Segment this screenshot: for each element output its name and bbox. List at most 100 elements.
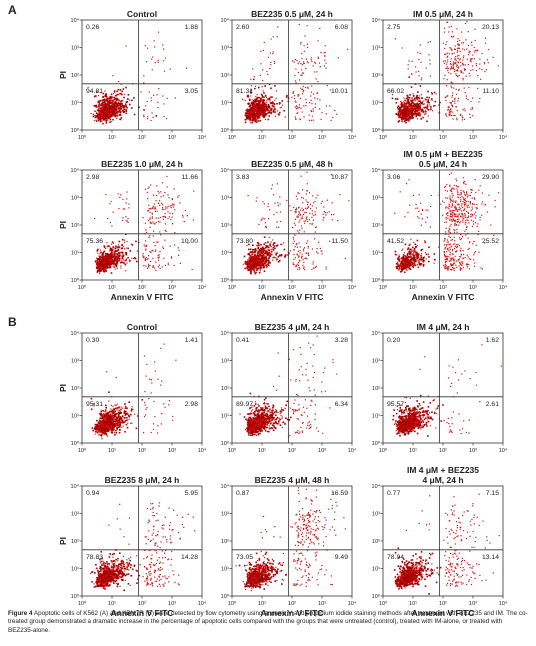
event-dot (484, 37, 486, 39)
event-dot (487, 49, 490, 51)
event-dot (168, 197, 170, 199)
event-dot (152, 235, 154, 237)
event-dot (144, 188, 147, 190)
event-dot (321, 253, 323, 255)
event-dot (485, 69, 487, 71)
event-dot (111, 109, 114, 112)
event-dot (450, 63, 452, 65)
event-dot (121, 260, 123, 262)
event-dot (103, 270, 105, 272)
event-dot (161, 202, 163, 204)
event-dot (110, 121, 112, 123)
event-dot (447, 69, 449, 72)
event-dot (407, 96, 409, 98)
event-dot (443, 62, 445, 64)
event-dot (399, 115, 401, 117)
event-dot (415, 66, 417, 68)
event-dot (102, 252, 104, 254)
event-dot (101, 109, 103, 111)
event-dot (316, 251, 318, 253)
y-tick-label: 10⁴ (372, 17, 381, 24)
event-dot (120, 258, 122, 260)
event-dot (315, 197, 317, 199)
event-dot (261, 86, 263, 88)
event-dot (258, 257, 261, 260)
event-dot (256, 112, 258, 114)
event-dot (305, 193, 307, 195)
event-dot (255, 250, 258, 252)
event-dot (398, 256, 400, 258)
event-dot (143, 265, 145, 267)
event-dot (262, 201, 264, 203)
event-dot (271, 248, 273, 250)
event-dot (293, 97, 296, 100)
event-dot (408, 114, 410, 117)
event-dot (295, 244, 297, 246)
event-dot (256, 269, 258, 271)
event-dot (127, 94, 130, 96)
event-dot (105, 259, 107, 262)
event-dot (324, 45, 326, 47)
event-dot (260, 104, 262, 106)
event-dot (477, 75, 479, 77)
event-dot (111, 260, 113, 262)
event-dot (270, 64, 272, 66)
event-dot (122, 109, 124, 111)
event-dot (413, 114, 416, 116)
event-dot (119, 108, 122, 110)
event-dot (112, 254, 114, 256)
event-dot (424, 110, 426, 112)
event-dot (404, 108, 407, 111)
event-dot (305, 98, 307, 100)
event-dot (418, 262, 421, 264)
event-dot (262, 69, 264, 71)
event-dot (106, 113, 109, 115)
event-dot (155, 200, 157, 202)
event-dot (118, 99, 120, 101)
event-dot (396, 98, 399, 100)
event-dot (135, 240, 137, 243)
event-dot (322, 219, 324, 221)
event-dot (411, 101, 414, 104)
event-dot (445, 99, 447, 102)
event-dot (105, 259, 107, 261)
event-dot (149, 251, 151, 253)
event-dot (148, 210, 150, 212)
event-dot (94, 119, 96, 122)
event-dot (151, 212, 153, 214)
event-dot (401, 47, 403, 49)
event-dot (404, 108, 406, 110)
event-dot (296, 59, 298, 62)
event-dot (151, 213, 153, 215)
event-dot (307, 247, 309, 249)
event-dot (259, 115, 261, 117)
event-dot (324, 52, 326, 54)
event-dot (147, 210, 149, 212)
event-dot (105, 261, 107, 263)
event-dot (274, 108, 276, 111)
event-dot (167, 264, 169, 266)
event-dot (308, 219, 310, 221)
event-dot (323, 206, 325, 208)
event-dot (448, 53, 450, 55)
event-dot (311, 213, 313, 215)
event-dot (262, 103, 265, 105)
event-dot (111, 99, 113, 102)
y-axis-label: PI (58, 221, 68, 229)
event-dot (263, 109, 265, 112)
event-dot (304, 268, 306, 271)
event-dot (99, 117, 101, 119)
event-dot (259, 254, 262, 257)
event-dot (331, 214, 333, 216)
event-dot (123, 105, 126, 108)
event-dot (275, 97, 277, 99)
event-dot (252, 114, 255, 117)
event-dot (314, 62, 316, 64)
event-dot (254, 117, 257, 120)
event-dot (302, 91, 304, 93)
event-dot (274, 202, 276, 204)
event-dot (87, 86, 89, 88)
event-dot (120, 265, 122, 267)
event-dot (435, 93, 437, 95)
event-dot (447, 67, 450, 69)
